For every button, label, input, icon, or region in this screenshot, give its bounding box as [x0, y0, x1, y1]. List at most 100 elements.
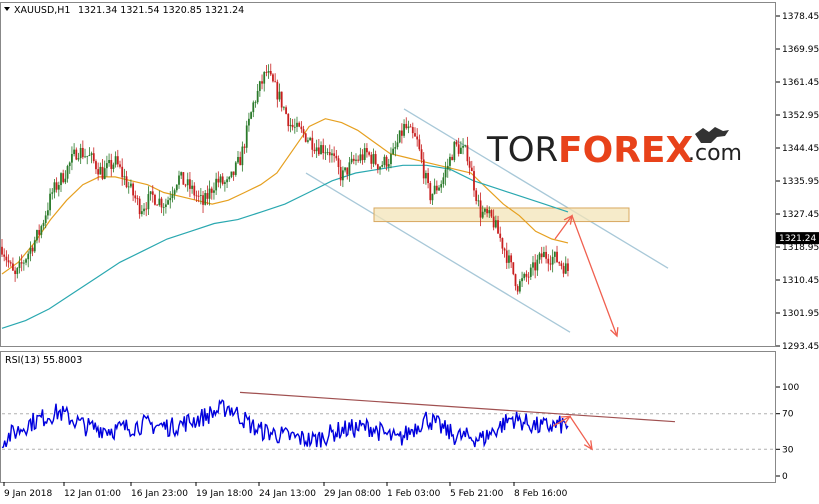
candle-body	[29, 247, 32, 254]
candle-body	[420, 149, 423, 160]
candle-body	[446, 165, 449, 170]
candle	[191, 180, 194, 194]
candle	[173, 188, 176, 200]
candle-body	[320, 145, 322, 155]
candle	[490, 209, 493, 218]
candle-body	[263, 72, 266, 84]
candle-body	[302, 129, 305, 134]
candle-body	[464, 145, 467, 147]
candle	[523, 272, 526, 281]
candle	[291, 118, 294, 131]
collapse-triangle-icon[interactable]	[4, 7, 10, 11]
candle-body	[71, 154, 73, 163]
candle-body	[278, 91, 281, 100]
candle	[534, 254, 537, 279]
candle-body	[532, 262, 534, 268]
candle-body	[444, 169, 447, 178]
candle-body	[143, 208, 145, 212]
candle-body	[210, 188, 213, 193]
candle	[446, 158, 449, 178]
candle-body	[105, 163, 108, 169]
candle	[376, 163, 379, 174]
candle-body	[473, 171, 475, 191]
candle-body	[5, 256, 8, 261]
candle-body	[547, 258, 550, 264]
candle	[414, 127, 416, 137]
candle-body	[49, 193, 51, 211]
candle-body	[226, 179, 228, 183]
candle-body	[33, 240, 36, 252]
main-panel	[0, 2, 776, 347]
candle-body	[307, 140, 309, 142]
candle-body	[567, 263, 569, 271]
candle-body	[208, 188, 211, 199]
candle-body	[228, 176, 231, 180]
candle	[543, 246, 545, 258]
price-tick-label: 1352.95	[782, 111, 819, 121]
candle	[254, 100, 257, 108]
candle	[7, 254, 10, 268]
candle	[337, 155, 340, 175]
candle-body	[158, 198, 161, 206]
candle	[403, 119, 405, 138]
candle	[261, 74, 263, 90]
candle	[274, 73, 277, 83]
candle-body	[62, 173, 65, 183]
candle-body	[101, 166, 104, 179]
candle	[385, 155, 388, 171]
candle	[470, 160, 473, 172]
candle	[136, 195, 139, 206]
candle-body	[553, 251, 556, 257]
price-tick-label: 1344.45	[782, 144, 819, 154]
candle	[169, 191, 172, 209]
price-tick-label: 1378.45	[782, 12, 819, 22]
candle-body	[252, 102, 255, 113]
candle-body	[149, 191, 152, 195]
candle-body	[195, 195, 198, 197]
candle	[49, 188, 51, 216]
chart-symbol: XAUUSD,H1	[14, 5, 70, 16]
candle	[66, 164, 69, 183]
candle	[88, 147, 91, 157]
candle	[409, 123, 412, 128]
candle	[468, 156, 471, 175]
candle-body	[20, 262, 23, 264]
rsi-tick-label: 30	[782, 445, 794, 455]
candle-body	[381, 164, 384, 167]
candle	[140, 205, 143, 217]
candle-body	[254, 102, 257, 104]
candle-body	[562, 266, 565, 274]
candle	[296, 116, 298, 133]
candle	[149, 191, 152, 201]
candle-body	[331, 153, 333, 156]
candle	[38, 224, 41, 243]
price-tick-label: 1369.95	[782, 45, 819, 55]
candle-body	[383, 156, 386, 165]
candle	[381, 161, 384, 168]
candle-body	[291, 124, 294, 128]
candle-body	[374, 154, 377, 165]
candle	[217, 171, 220, 188]
candle	[276, 79, 279, 108]
candle	[178, 170, 180, 189]
candle-body	[470, 167, 473, 172]
candle-body	[68, 162, 71, 167]
candle	[331, 149, 333, 163]
candle-body	[221, 176, 224, 184]
candle	[556, 245, 558, 263]
candle	[374, 150, 377, 166]
candle	[258, 80, 261, 97]
candle	[160, 196, 163, 214]
candle-body	[267, 70, 270, 73]
candle	[398, 130, 401, 144]
candle	[475, 187, 478, 205]
candle-body	[97, 169, 100, 175]
candle-body	[508, 255, 510, 263]
candle-body	[429, 183, 432, 201]
candle-body	[479, 200, 482, 218]
candle-body	[186, 179, 189, 186]
candle	[549, 255, 552, 271]
candle-body	[396, 142, 399, 148]
svg-text:FOREX: FOREX	[558, 130, 694, 171]
